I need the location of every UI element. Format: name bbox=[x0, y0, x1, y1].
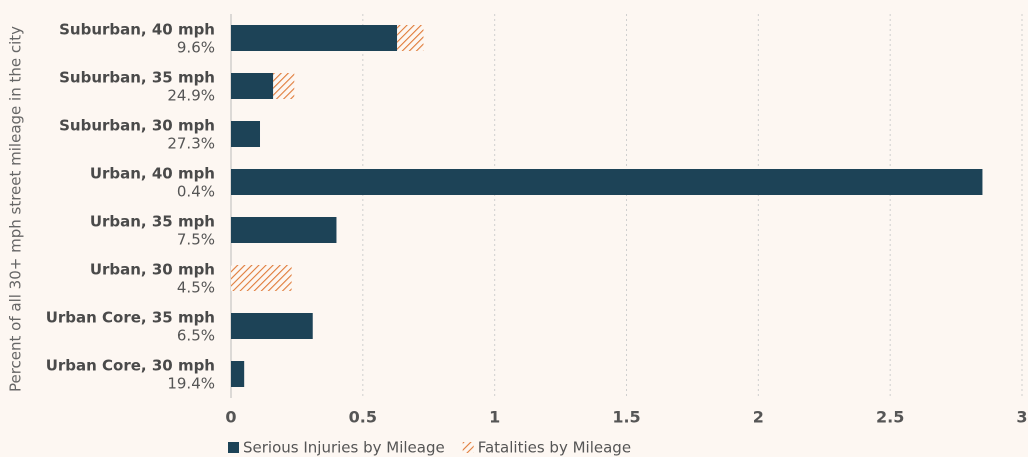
category-label: Urban, 35 mph bbox=[90, 213, 215, 231]
category-sublabel: 6.5% bbox=[177, 327, 215, 345]
category-label: Suburban, 40 mph bbox=[59, 21, 215, 39]
x-tick-label: 0.5 bbox=[349, 408, 377, 427]
x-tick-label: 1.5 bbox=[612, 408, 640, 427]
category-sublabel: 24.9% bbox=[167, 87, 215, 105]
x-tick-label: 2 bbox=[753, 408, 764, 427]
category-sublabel: 9.6% bbox=[177, 39, 215, 57]
legend-swatch bbox=[462, 442, 474, 453]
bar-segment bbox=[397, 25, 424, 51]
category-sublabel: 0.4% bbox=[177, 183, 215, 201]
category-label: Urban, 40 mph bbox=[90, 165, 215, 183]
category-sublabel: 4.5% bbox=[177, 279, 215, 297]
bar-segment bbox=[231, 265, 292, 291]
bar-segment bbox=[231, 169, 983, 195]
category-sublabel: 19.4% bbox=[167, 375, 215, 393]
bar-segment bbox=[231, 313, 313, 339]
bar-segment bbox=[231, 217, 337, 243]
x-tick-label: 1 bbox=[489, 408, 500, 427]
x-tick-label: 3 bbox=[1016, 408, 1027, 427]
category-sublabel: 7.5% bbox=[177, 231, 215, 249]
category-label: Urban Core, 35 mph bbox=[46, 309, 215, 327]
bar-segment bbox=[231, 121, 261, 147]
bar-segment bbox=[273, 73, 295, 99]
legend-swatch bbox=[228, 442, 239, 453]
y-axis-label: Percent of all 30+ mph street mileage in… bbox=[7, 26, 25, 392]
category-label: Urban Core, 30 mph bbox=[46, 357, 215, 375]
x-tick-label: 0 bbox=[225, 408, 236, 427]
category-label: Urban, 30 mph bbox=[90, 261, 215, 279]
category-sublabel: 27.3% bbox=[167, 135, 215, 153]
legend-label: Serious Injuries by Mileage bbox=[243, 439, 445, 457]
bar-segment bbox=[231, 25, 398, 51]
category-label: Suburban, 30 mph bbox=[59, 117, 215, 135]
x-tick-label: 2.5 bbox=[876, 408, 904, 427]
category-label: Suburban, 35 mph bbox=[59, 69, 215, 87]
legend-label: Fatalities by Mileage bbox=[478, 439, 631, 457]
bar-segment bbox=[231, 73, 274, 99]
bar-segment bbox=[231, 361, 245, 387]
